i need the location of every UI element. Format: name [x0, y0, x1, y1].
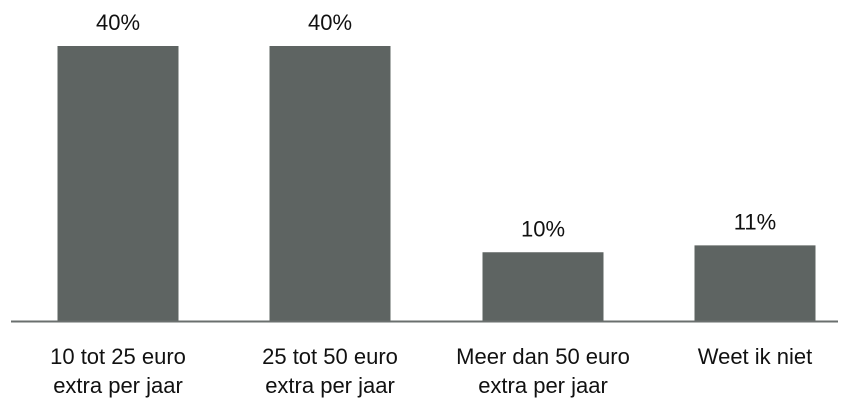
category-label-3: Meer dan 50 euro extra per jaar — [456, 344, 630, 398]
bar-3 — [482, 252, 604, 321]
category-label-2: 25 tot 50 euro extra per jaar — [262, 344, 398, 398]
bars-group — [57, 46, 816, 321]
category-label-line: 25 tot 50 euro — [262, 344, 398, 369]
data-label-2: 40% — [308, 10, 352, 35]
bar-4 — [694, 245, 816, 321]
data-label-1: 40% — [96, 10, 140, 35]
category-label-line: extra per jaar — [53, 373, 183, 398]
category-label-4: Weet ik niet — [698, 344, 813, 369]
category-label-line: Weet ik niet — [698, 344, 813, 369]
category-label-line: extra per jaar — [478, 373, 608, 398]
bar-1 — [57, 46, 179, 321]
category-label-line: Meer dan 50 euro — [456, 344, 630, 369]
data-label-4: 11% — [734, 209, 776, 234]
data-label-3: 10% — [521, 216, 565, 241]
bar-2 — [269, 46, 391, 321]
category-label-line: extra per jaar — [265, 373, 395, 398]
category-label-line: 10 tot 25 euro — [50, 344, 186, 369]
data-labels-group: 40% 40% 10% 11% — [96, 10, 776, 241]
category-label-1: 10 tot 25 euro extra per jaar — [50, 344, 186, 398]
